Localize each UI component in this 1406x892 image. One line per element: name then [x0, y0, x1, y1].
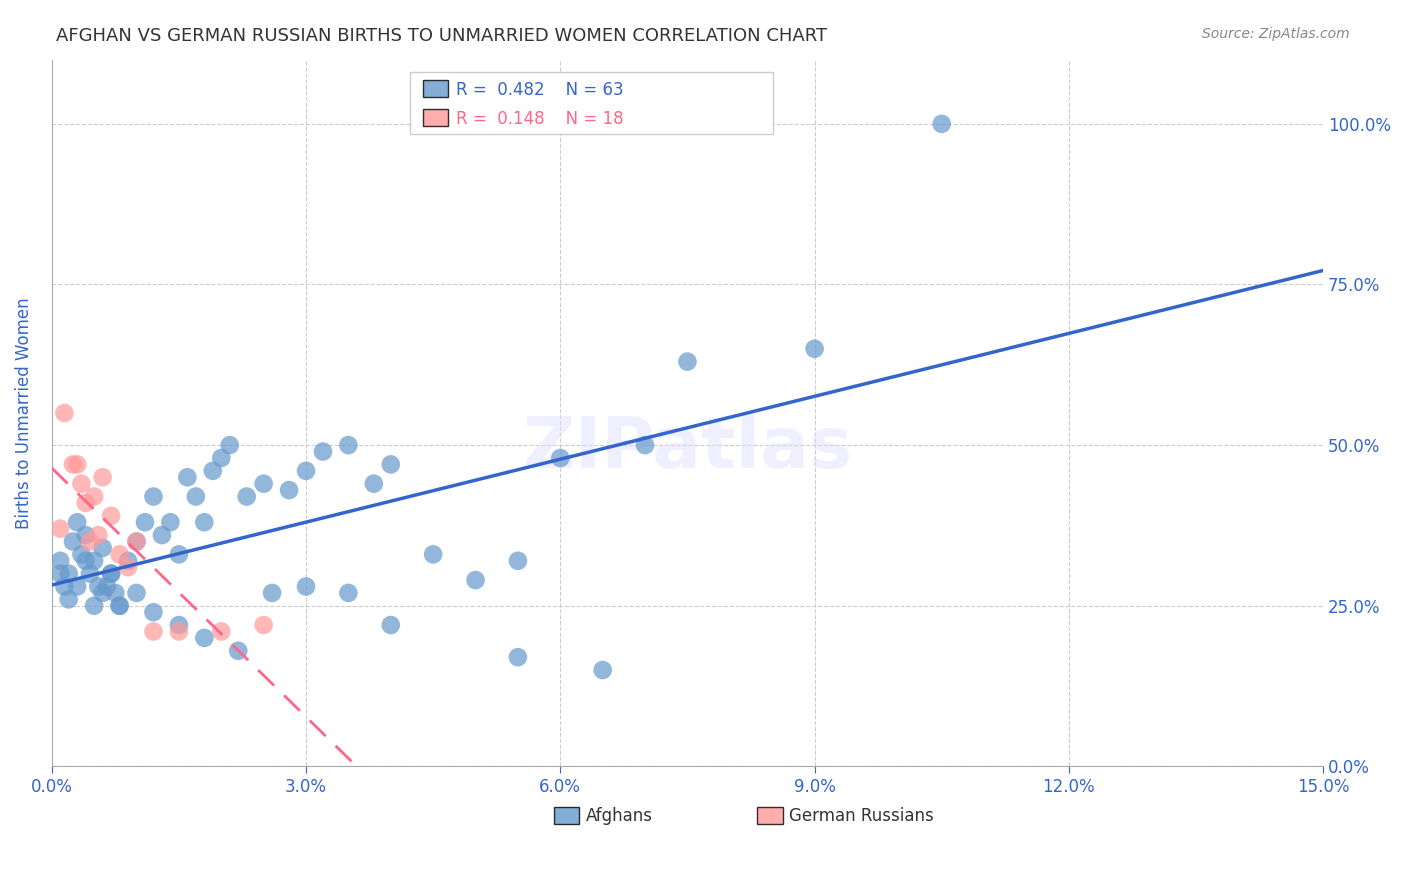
Point: [125, 586, 148, 600]
Point: [167, 624, 190, 639]
Point: [295, 464, 318, 478]
Point: [49, 566, 72, 581]
Text: Afghans: Afghans: [586, 807, 652, 825]
Point: [49, 522, 72, 536]
Text: ZIPatlas: ZIPatlas: [523, 414, 852, 483]
Point: [506, 650, 529, 665]
Point: [803, 342, 825, 356]
Point: [62, 458, 84, 472]
Point: [184, 490, 207, 504]
Point: [75, 496, 97, 510]
Point: [58, 566, 80, 581]
Text: Source: ZipAtlas.com: Source: ZipAtlas.com: [1202, 27, 1350, 41]
Point: [931, 117, 953, 131]
Point: [159, 515, 181, 529]
Point: [337, 586, 360, 600]
Point: [75, 554, 97, 568]
Y-axis label: Births to Unmarried Women: Births to Unmarried Women: [15, 297, 32, 529]
Point: [79, 566, 101, 581]
Point: [380, 458, 402, 472]
Point: [100, 508, 122, 523]
Point: [209, 450, 232, 465]
Point: [83, 554, 105, 568]
Point: [150, 528, 173, 542]
Point: [262, 586, 284, 600]
Point: [108, 547, 131, 561]
Text: R =  0.482    N = 63: R = 0.482 N = 63: [456, 81, 624, 99]
Point: [104, 586, 127, 600]
Point: [91, 586, 114, 600]
Point: [142, 605, 165, 619]
Point: [91, 470, 114, 484]
Point: [295, 579, 318, 593]
Point: [83, 490, 105, 504]
Point: [66, 515, 89, 529]
Point: [62, 534, 84, 549]
Point: [142, 624, 165, 639]
Point: [506, 554, 529, 568]
Point: [142, 490, 165, 504]
Point: [58, 592, 80, 607]
Point: [70, 476, 93, 491]
Point: [634, 438, 657, 452]
Point: [193, 631, 215, 645]
Point: [75, 528, 97, 542]
Point: [117, 560, 139, 574]
Point: [337, 438, 360, 452]
Point: [134, 515, 156, 529]
Point: [125, 534, 148, 549]
Point: [253, 476, 276, 491]
FancyBboxPatch shape: [411, 71, 773, 134]
Point: [253, 618, 276, 632]
Point: [218, 438, 240, 452]
Point: [100, 566, 122, 581]
Point: [96, 579, 118, 593]
Point: [125, 534, 148, 549]
Point: [422, 547, 444, 561]
Text: AFGHAN VS GERMAN RUSSIAN BIRTHS TO UNMARRIED WOMEN CORRELATION CHART: AFGHAN VS GERMAN RUSSIAN BIRTHS TO UNMAR…: [56, 27, 827, 45]
Point: [278, 483, 301, 497]
Point: [87, 528, 110, 542]
Point: [91, 541, 114, 555]
Point: [676, 354, 699, 368]
Point: [363, 476, 385, 491]
Point: [79, 534, 101, 549]
Point: [226, 644, 249, 658]
Point: [108, 599, 131, 613]
Point: [380, 618, 402, 632]
Point: [176, 470, 198, 484]
Point: [592, 663, 614, 677]
FancyBboxPatch shape: [423, 80, 449, 97]
Point: [70, 547, 93, 561]
FancyBboxPatch shape: [423, 109, 449, 126]
Point: [66, 458, 89, 472]
Point: [312, 444, 335, 458]
Point: [53, 579, 76, 593]
Point: [167, 547, 190, 561]
Point: [87, 579, 110, 593]
Point: [108, 599, 131, 613]
Point: [550, 450, 572, 465]
Point: [49, 554, 72, 568]
Point: [235, 490, 257, 504]
Point: [53, 406, 76, 420]
Point: [100, 566, 122, 581]
Point: [167, 618, 190, 632]
Point: [464, 573, 486, 587]
Text: German Russians: German Russians: [789, 807, 934, 825]
FancyBboxPatch shape: [758, 807, 783, 824]
Point: [201, 464, 224, 478]
FancyBboxPatch shape: [554, 807, 579, 824]
Point: [117, 554, 139, 568]
Point: [66, 579, 89, 593]
Point: [209, 624, 232, 639]
Text: R =  0.148    N = 18: R = 0.148 N = 18: [456, 110, 624, 128]
Point: [193, 515, 215, 529]
Point: [83, 599, 105, 613]
